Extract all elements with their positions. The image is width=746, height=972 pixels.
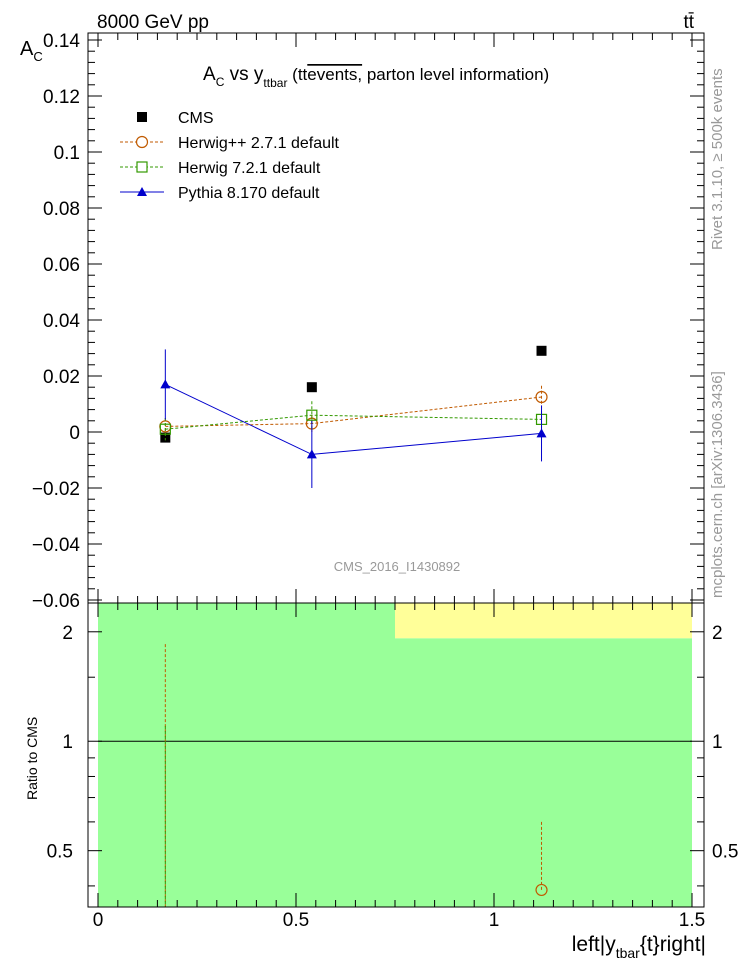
x-tick-label: 1 xyxy=(489,910,500,931)
y-axis-label-sub: C xyxy=(33,49,42,64)
y-tick-label: −0.04 xyxy=(32,535,81,556)
x-axis-label-pre: left|y xyxy=(572,933,616,956)
main-panel: −0.06 −0.04 −0.02 0 0.02 0.04 0.06 0.08 0.1 0.12 0… xyxy=(32,31,705,612)
data-point-herwigpp xyxy=(535,390,548,404)
ratio-point-herwigpp xyxy=(535,883,548,897)
data-point-herwig7 xyxy=(306,409,318,421)
ratio-y-tick-label-right: 0.5 xyxy=(712,842,738,863)
watermark: CMS_2016_I1430892 xyxy=(334,559,461,574)
legend-label-cms: CMS xyxy=(178,110,214,127)
x-axis-label-post: {t}right| xyxy=(640,933,706,956)
chart-title: AC vs yttbar (ttevents, parton level inf… xyxy=(203,64,549,90)
y-tick-label: 0.08 xyxy=(43,199,80,220)
y-tick-label: 0.14 xyxy=(43,31,80,52)
process-label: tt̄ xyxy=(683,12,694,33)
main-marks xyxy=(159,345,548,488)
legend-label-pythia: Pythia 8.170 default xyxy=(178,185,320,202)
ratio-marks xyxy=(98,603,692,907)
legend-marker-cms xyxy=(137,112,147,122)
y-tick-label: −0.06 xyxy=(32,591,80,612)
y-tick-label: 0.04 xyxy=(43,311,80,332)
legend-item-herwig7: Herwig 7.2.1 default xyxy=(120,160,321,177)
data-point-cms xyxy=(536,345,547,356)
legend: CMS Herwig++ 2.7.1 default Herwig 7.2.1 … xyxy=(120,110,340,202)
energy-label: 8000 GeV pp xyxy=(97,12,209,33)
legend-marker-herwigpp xyxy=(135,135,149,149)
rivet-label: Rivet 3.1.10, ≥ 500k events xyxy=(709,68,726,250)
ratio-y-label: Ratio to CMS xyxy=(24,717,40,800)
y-axis-label-main: A xyxy=(20,38,34,60)
data-point-cms xyxy=(306,382,317,393)
title-vs: vs y xyxy=(224,64,264,85)
title-tail-open: (tt xyxy=(287,65,307,84)
main-x-ticks xyxy=(97,33,693,603)
ratio-panel: 0.5 0.5 1 1 2 2 0 0.5 1 1.5 Ratio to CMS left|yt… xyxy=(24,602,738,961)
legend-marker-herwig7 xyxy=(136,161,148,173)
ratio-y-ticks: 0.5 0.5 1 1 2 2 xyxy=(47,623,738,887)
legend-item-pythia: Pythia 8.170 default xyxy=(120,185,320,202)
ratio-y-tick-label: 0.5 xyxy=(47,842,73,863)
ratio-band xyxy=(98,603,395,907)
y-tick-label: 0.06 xyxy=(43,255,80,276)
legend-label-herwigpp: Herwig++ 2.7.1 default xyxy=(178,135,340,152)
ratio-y-tick-label: 1 xyxy=(62,732,73,753)
x-axis-label: left|ytbar{t}right| xyxy=(572,933,706,961)
title-tail-over: events, xyxy=(307,65,362,84)
ratio-band xyxy=(395,638,692,907)
ratio-y-tick-label-right: 1 xyxy=(712,732,723,753)
mcplots-label: mcplots.cern.ch [arXiv:1306.3436] xyxy=(709,371,726,598)
legend-marker-pythia xyxy=(137,187,147,196)
x-tick-label: 0 xyxy=(93,910,104,931)
ratio-y-tick-label: 2 xyxy=(62,623,73,644)
data-point-cms xyxy=(160,432,171,443)
data-point-herwig7 xyxy=(159,423,171,435)
main-y-ticks: −0.06 −0.04 −0.02 0 0.02 0.04 0.06 0.08 0.1 0.12 0… xyxy=(32,31,704,612)
y-tick-label: 0.12 xyxy=(43,87,80,108)
ratio-band xyxy=(395,603,692,639)
y-tick-label: 0.1 xyxy=(54,143,80,164)
title-a: A xyxy=(203,64,216,85)
ratio-y-tick-label-right: 2 xyxy=(712,623,723,644)
title-y-sub: ttbar xyxy=(263,76,287,90)
data-point-pythia xyxy=(160,379,171,389)
y-tick-label: 0.02 xyxy=(43,367,80,388)
legend-item-cms: CMS xyxy=(137,110,214,127)
x-tick-label: 1.5 xyxy=(679,910,705,931)
title-a-sub: C xyxy=(216,75,225,89)
y-axis-label: AC xyxy=(20,38,43,64)
ratio-frame xyxy=(87,602,705,908)
title-tail-close: parton level information) xyxy=(362,65,549,84)
series-line-herwig7 xyxy=(165,414,542,430)
legend-label-herwig7: Herwig 7.2.1 default xyxy=(178,160,321,177)
x-axis-label-sub: tbar xyxy=(616,945,640,961)
y-tick-label: −0.02 xyxy=(32,479,80,500)
data-point-pythia xyxy=(306,449,317,459)
data-point-pythia xyxy=(536,428,547,438)
y-tick-label: 0 xyxy=(69,423,80,444)
x-tick-label: 0.5 xyxy=(283,910,309,931)
ratio-x-ticks: 0 0.5 1 1.5 xyxy=(93,603,705,931)
legend-item-herwigpp: Herwig++ 2.7.1 default xyxy=(120,135,340,152)
series-line-pythia xyxy=(165,383,542,455)
